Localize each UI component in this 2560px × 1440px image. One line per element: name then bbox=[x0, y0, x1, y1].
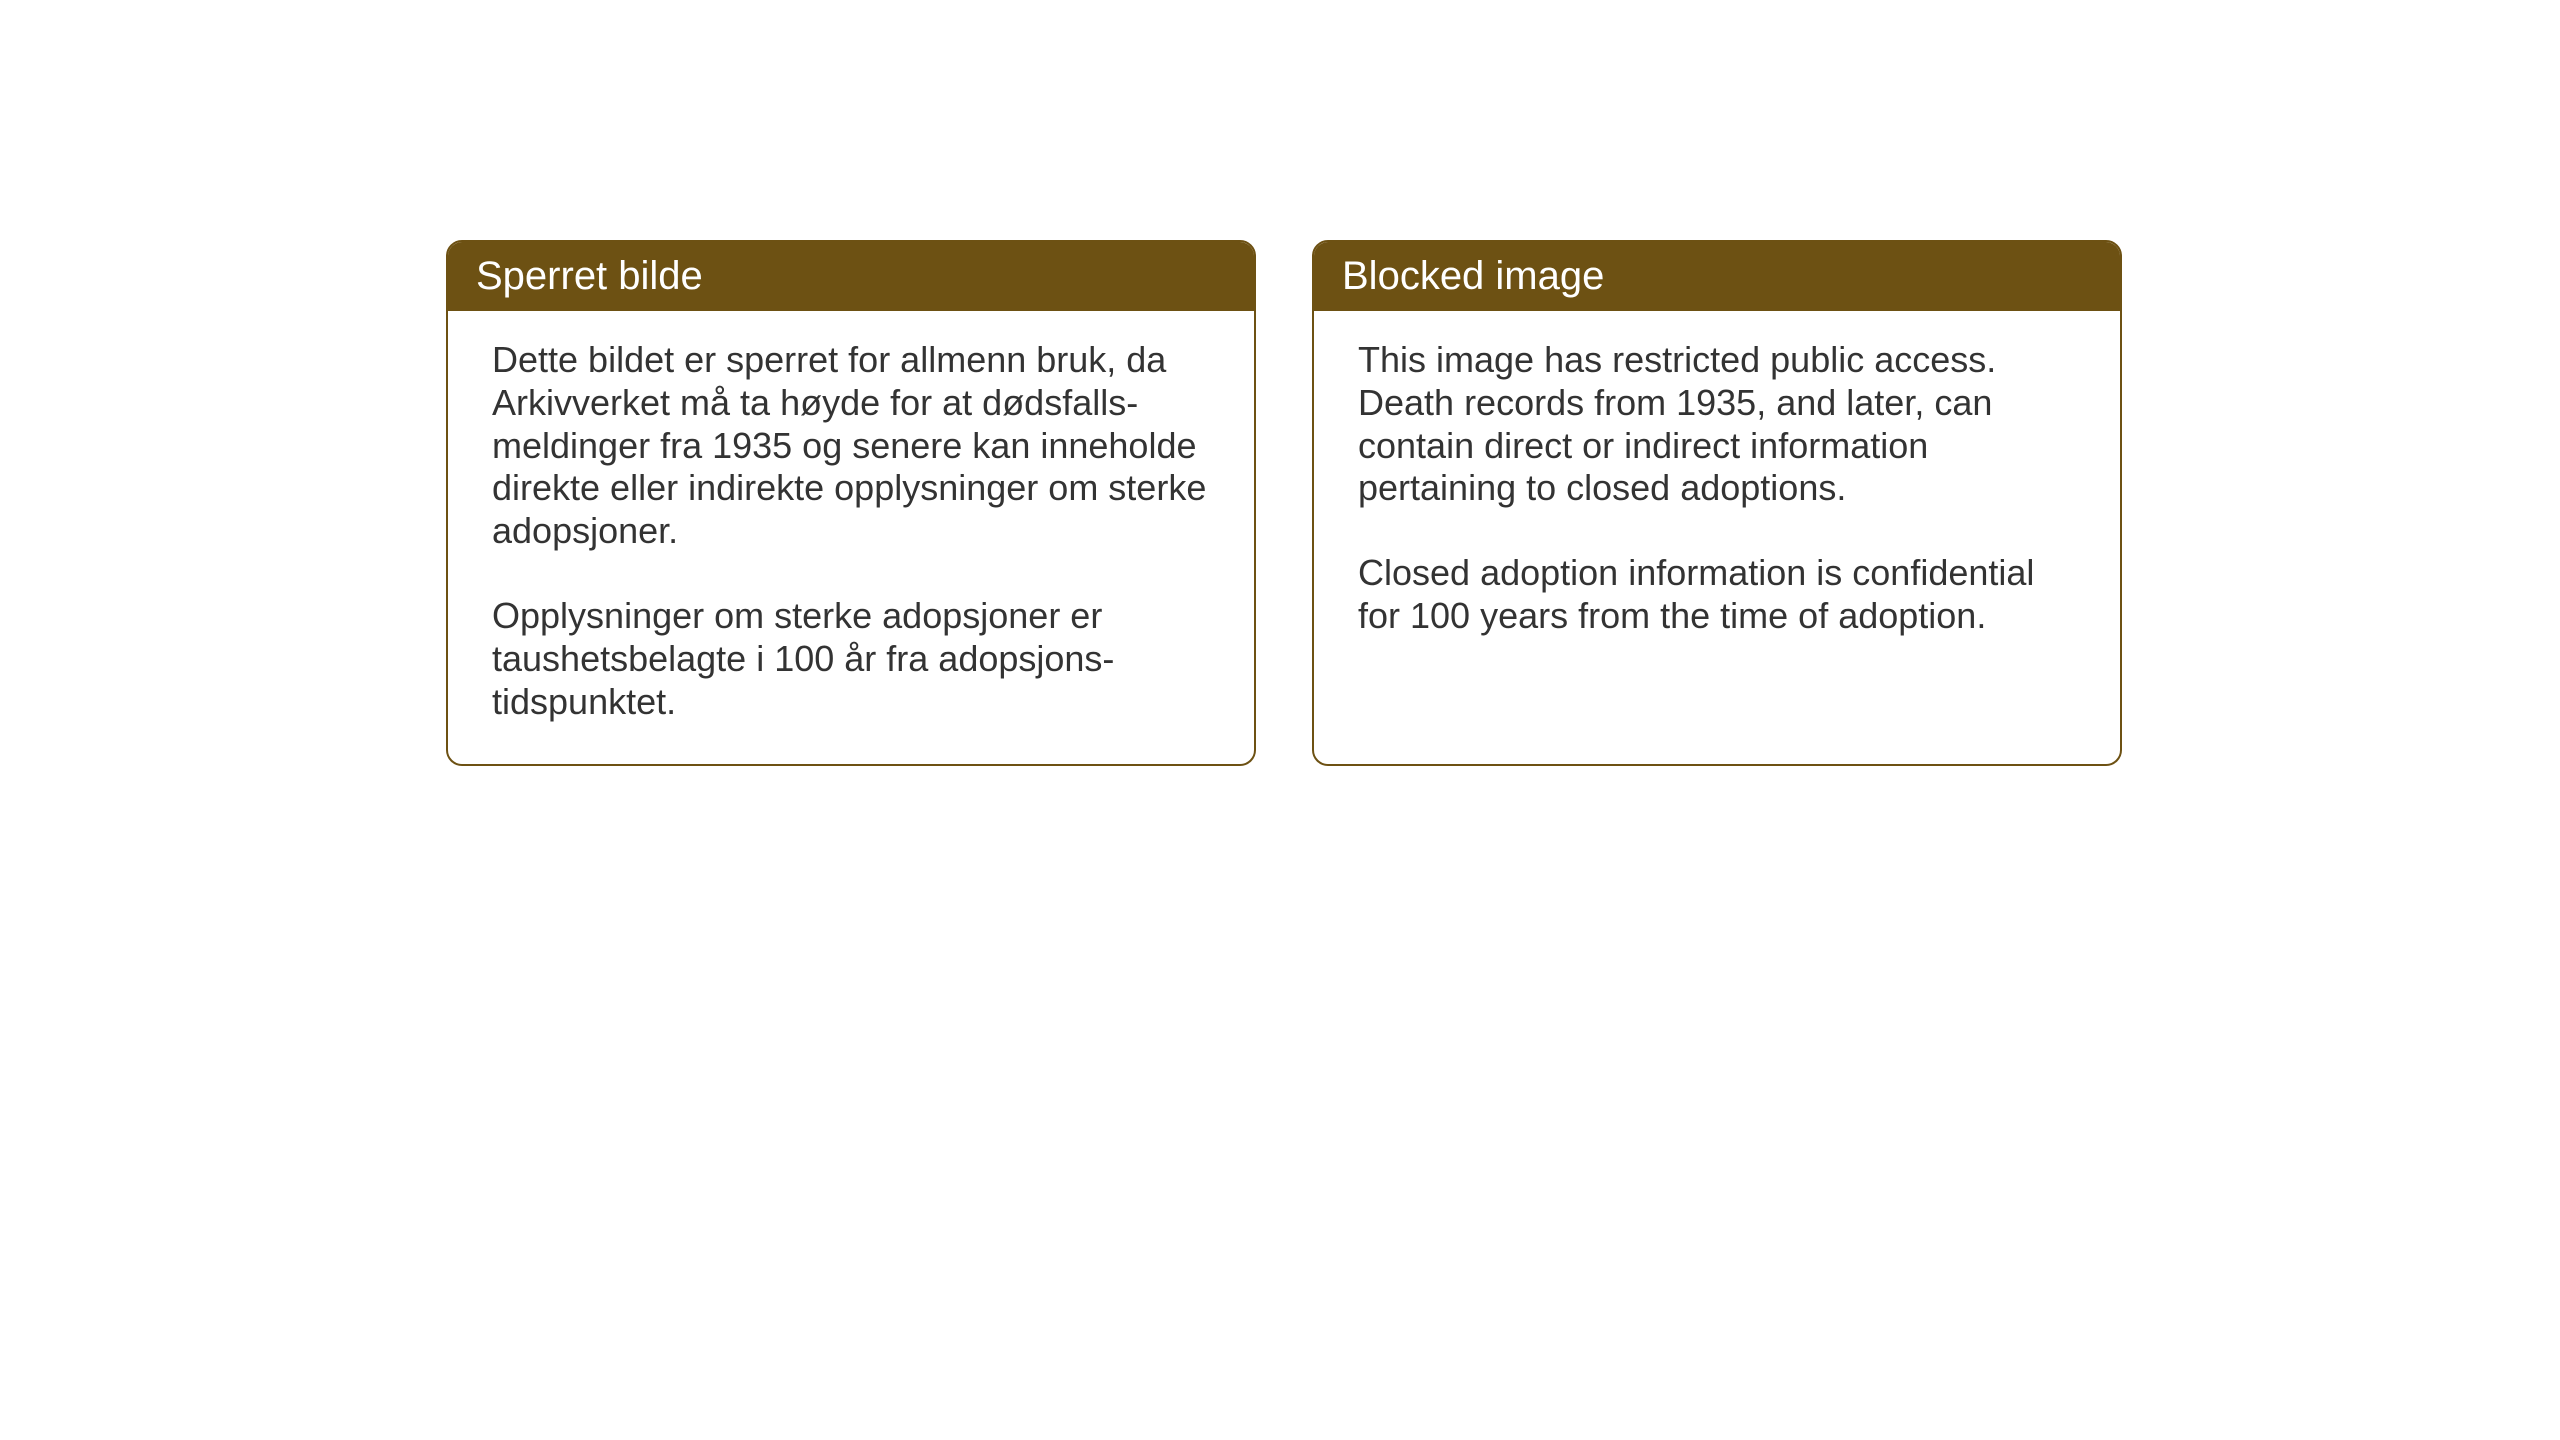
english-card-body: This image has restricted public access.… bbox=[1314, 311, 2120, 678]
norwegian-card-title: Sperret bilde bbox=[448, 242, 1254, 311]
english-notice-card: Blocked image This image has restricted … bbox=[1312, 240, 2122, 766]
english-card-title: Blocked image bbox=[1314, 242, 2120, 311]
english-paragraph-1: This image has restricted public access.… bbox=[1358, 339, 2076, 510]
norwegian-paragraph-2: Opplysninger om sterke adopsjoner er tau… bbox=[492, 595, 1210, 723]
norwegian-card-body: Dette bildet er sperret for allmenn bruk… bbox=[448, 311, 1254, 764]
english-paragraph-2: Closed adoption information is confident… bbox=[1358, 552, 2076, 638]
notice-container: Sperret bilde Dette bildet er sperret fo… bbox=[446, 240, 2122, 766]
norwegian-paragraph-1: Dette bildet er sperret for allmenn bruk… bbox=[492, 339, 1210, 553]
norwegian-notice-card: Sperret bilde Dette bildet er sperret fo… bbox=[446, 240, 1256, 766]
